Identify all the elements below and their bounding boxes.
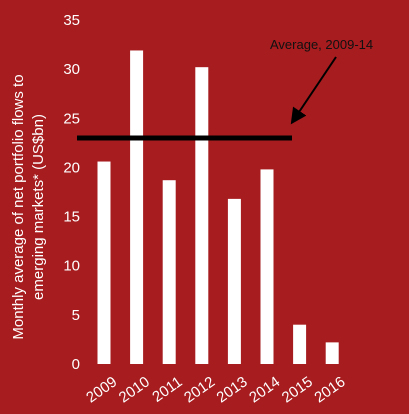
average-annotation-arrow	[290, 56, 337, 125]
y-axis-ticks: 0 5 10 15 20 25 30 35	[63, 12, 80, 373]
x-tick-label: 2014	[246, 373, 283, 406]
bar-2011	[162, 180, 176, 364]
x-tick-label: 2012	[181, 373, 218, 406]
bar-2012	[195, 67, 209, 365]
y-tick-label: 20	[63, 159, 80, 176]
x-tick-label: 2009	[83, 373, 120, 406]
x-tick-label: 2010	[116, 373, 153, 406]
y-tick-label: 15	[63, 209, 80, 226]
y-tick-label: 35	[63, 12, 80, 29]
y-tick-label: 25	[63, 110, 80, 127]
x-tick-label: 2013	[214, 373, 251, 406]
x-tick-label: 2011	[149, 373, 185, 405]
bars	[97, 50, 339, 365]
y-tick-label: 5	[72, 307, 80, 324]
y-axis-label-line2: emerging markets* (US$bn)	[30, 114, 47, 300]
y-axis-label-line1: Monthly average of net portfolio flows t…	[10, 74, 27, 339]
x-tick-label: 2015	[279, 373, 316, 406]
y-tick-label: 30	[63, 61, 80, 78]
bar-2009	[97, 161, 111, 364]
x-tick-label: 2016	[311, 373, 348, 406]
bar-2016	[325, 342, 339, 364]
bar-2014	[260, 169, 274, 364]
y-tick-label: 10	[63, 258, 80, 275]
bar-2015	[293, 324, 307, 364]
bar-2010	[130, 50, 144, 365]
y-tick-label: 0	[72, 356, 80, 373]
bar-2013	[227, 198, 241, 364]
average-annotation-label: Average, 2009-14	[270, 37, 373, 52]
